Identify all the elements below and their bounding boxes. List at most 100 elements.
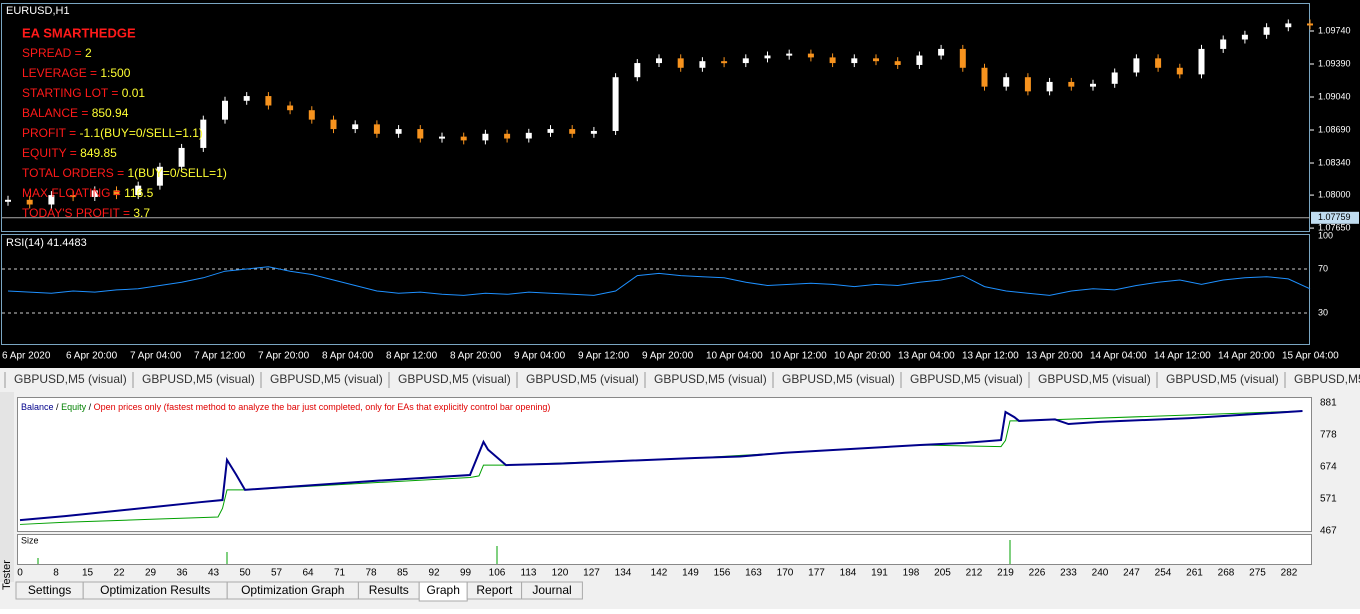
visual-tab[interactable]: GBPUSD,M5 (visual) — [910, 372, 1023, 386]
candle — [677, 58, 684, 68]
visual-tab[interactable]: GBPUSD,M5 (visual) — [526, 372, 639, 386]
tab-label[interactable]: Settings — [28, 583, 71, 597]
time-label: 14 Apr 04:00 — [1090, 351, 1147, 362]
graph-x-label: 226 — [1029, 568, 1046, 579]
overlay-line: SPREAD = 2 — [22, 46, 92, 60]
graph-x-label: 149 — [682, 568, 699, 579]
overlay-value: 0.01 — [122, 86, 146, 100]
candle — [634, 63, 641, 78]
candle — [1285, 23, 1292, 28]
candle — [26, 199, 33, 205]
overlay-label: BALANCE = — [22, 106, 92, 120]
candle — [243, 96, 250, 101]
candle — [1111, 72, 1118, 84]
current-price-label: 1.07759 — [1318, 212, 1351, 222]
graph-x-label: 247 — [1123, 568, 1140, 579]
candle — [1241, 34, 1248, 40]
visual-tab[interactable]: GBPUSD,M5 (visual) — [1038, 372, 1151, 386]
price-tick-label: 1.08000 — [1318, 189, 1351, 199]
tab-label[interactable]: Graph — [427, 583, 460, 597]
candle — [265, 96, 272, 106]
price-tick-label: 1.07650 — [1318, 222, 1351, 232]
time-label: 9 Apr 12:00 — [578, 351, 630, 362]
candle — [894, 61, 901, 65]
graph-x-label: 163 — [745, 568, 762, 579]
visual-tab[interactable]: GBPUSD,M5 (visual) — [14, 372, 127, 386]
candle — [981, 67, 988, 87]
overlay-label: LEVERAGE = — [22, 66, 100, 80]
overlay-label: PROFIT = — [22, 126, 79, 140]
time-label: 7 Apr 20:00 — [258, 351, 310, 362]
candle — [113, 190, 120, 196]
candle — [829, 57, 836, 64]
graph-x-label: 268 — [1218, 568, 1235, 579]
graph-x-label: 106 — [489, 568, 506, 579]
candle — [938, 48, 945, 56]
candle — [482, 133, 489, 141]
visual-tab[interactable]: GBPUSD,M5 (visual) — [270, 372, 383, 386]
candle — [1090, 83, 1096, 87]
overlay-label: STARTING LOT = — [22, 86, 122, 100]
graph-x-label: 113 — [521, 568, 537, 579]
candle — [504, 133, 511, 139]
tab-label[interactable]: Results — [369, 583, 409, 597]
graph-panel — [17, 397, 1312, 532]
current-price-box — [1311, 211, 1359, 224]
overlay-line: MAX FLOATING = 116.5 — [22, 186, 154, 200]
candle — [525, 132, 532, 139]
overlay-value: 3.7 — [133, 206, 150, 220]
equity-line — [19, 410, 1303, 525]
time-label: 6 Apr 2020 — [2, 351, 51, 362]
graph-x-label: 233 — [1060, 568, 1077, 579]
overlay-label: SPREAD = — [22, 46, 85, 60]
visual-tab[interactable]: GBPUSD,M5 (visual) — [142, 372, 255, 386]
candle — [1133, 58, 1140, 73]
graph-x-label: 29 — [145, 568, 157, 579]
candle — [395, 129, 402, 134]
time-label: 15 Apr 04:00 — [1282, 351, 1339, 362]
visual-tab[interactable]: GBPUSD,M5 (visual) — [782, 372, 895, 386]
rsi-tick-label: 70 — [1318, 263, 1328, 273]
overlay-label: MAX FLOATING = — [22, 186, 124, 200]
candle — [569, 129, 576, 134]
price-tick-label: 1.08690 — [1318, 124, 1351, 134]
price-panel — [1, 3, 1310, 232]
graph-y-label: 674 — [1320, 462, 1337, 473]
visual-tab[interactable]: GBPUSD,M5 (visual) — [1294, 372, 1360, 386]
price-tick-label: 1.09040 — [1318, 91, 1351, 101]
overlay-value: 850.94 — [92, 106, 129, 120]
rsi-label: RSI(14) 41.4483 — [6, 237, 87, 249]
tab[interactable] — [521, 581, 583, 600]
tab-label[interactable]: Optimization Results — [100, 583, 210, 597]
tab-label[interactable]: Optimization Graph — [241, 583, 344, 597]
graph-x-label: 191 — [871, 568, 888, 579]
candle — [1003, 77, 1010, 87]
overlay-line: TOTAL ORDERS = 1(BUY=0/SELL=1) — [22, 166, 227, 180]
candle — [417, 129, 424, 139]
tab-label[interactable]: Journal — [532, 583, 571, 597]
time-label: 7 Apr 04:00 — [130, 351, 182, 362]
graph-x-label: 282 — [1281, 568, 1298, 579]
candle — [1176, 67, 1183, 75]
overlay-line: EQUITY = 849.85 — [22, 146, 117, 160]
graph-x-label: 198 — [903, 568, 920, 579]
tab-label[interactable]: Report — [476, 583, 513, 597]
candle — [287, 105, 294, 111]
time-label: 13 Apr 12:00 — [962, 351, 1019, 362]
graph-x-label: 120 — [552, 568, 569, 579]
graph-x-label: 64 — [302, 568, 314, 579]
graph-legend: Balance / Equity / Open prices only (fas… — [21, 402, 550, 412]
overlay-value: 849.85 — [80, 146, 117, 160]
candle — [612, 77, 619, 131]
visual-tab[interactable]: GBPUSD,M5 (visual) — [1166, 372, 1279, 386]
visual-tab[interactable]: GBPUSD,M5 (visual) — [654, 372, 767, 386]
time-label: 8 Apr 04:00 — [322, 351, 374, 362]
candle — [70, 195, 77, 198]
graph-x-label: 142 — [651, 568, 668, 579]
visual-tab[interactable]: GBPUSD,M5 (visual) — [398, 372, 511, 386]
graph-x-label: 184 — [840, 568, 857, 579]
time-label: 8 Apr 20:00 — [450, 351, 502, 362]
rsi-tick-label: 100 — [1318, 230, 1333, 240]
